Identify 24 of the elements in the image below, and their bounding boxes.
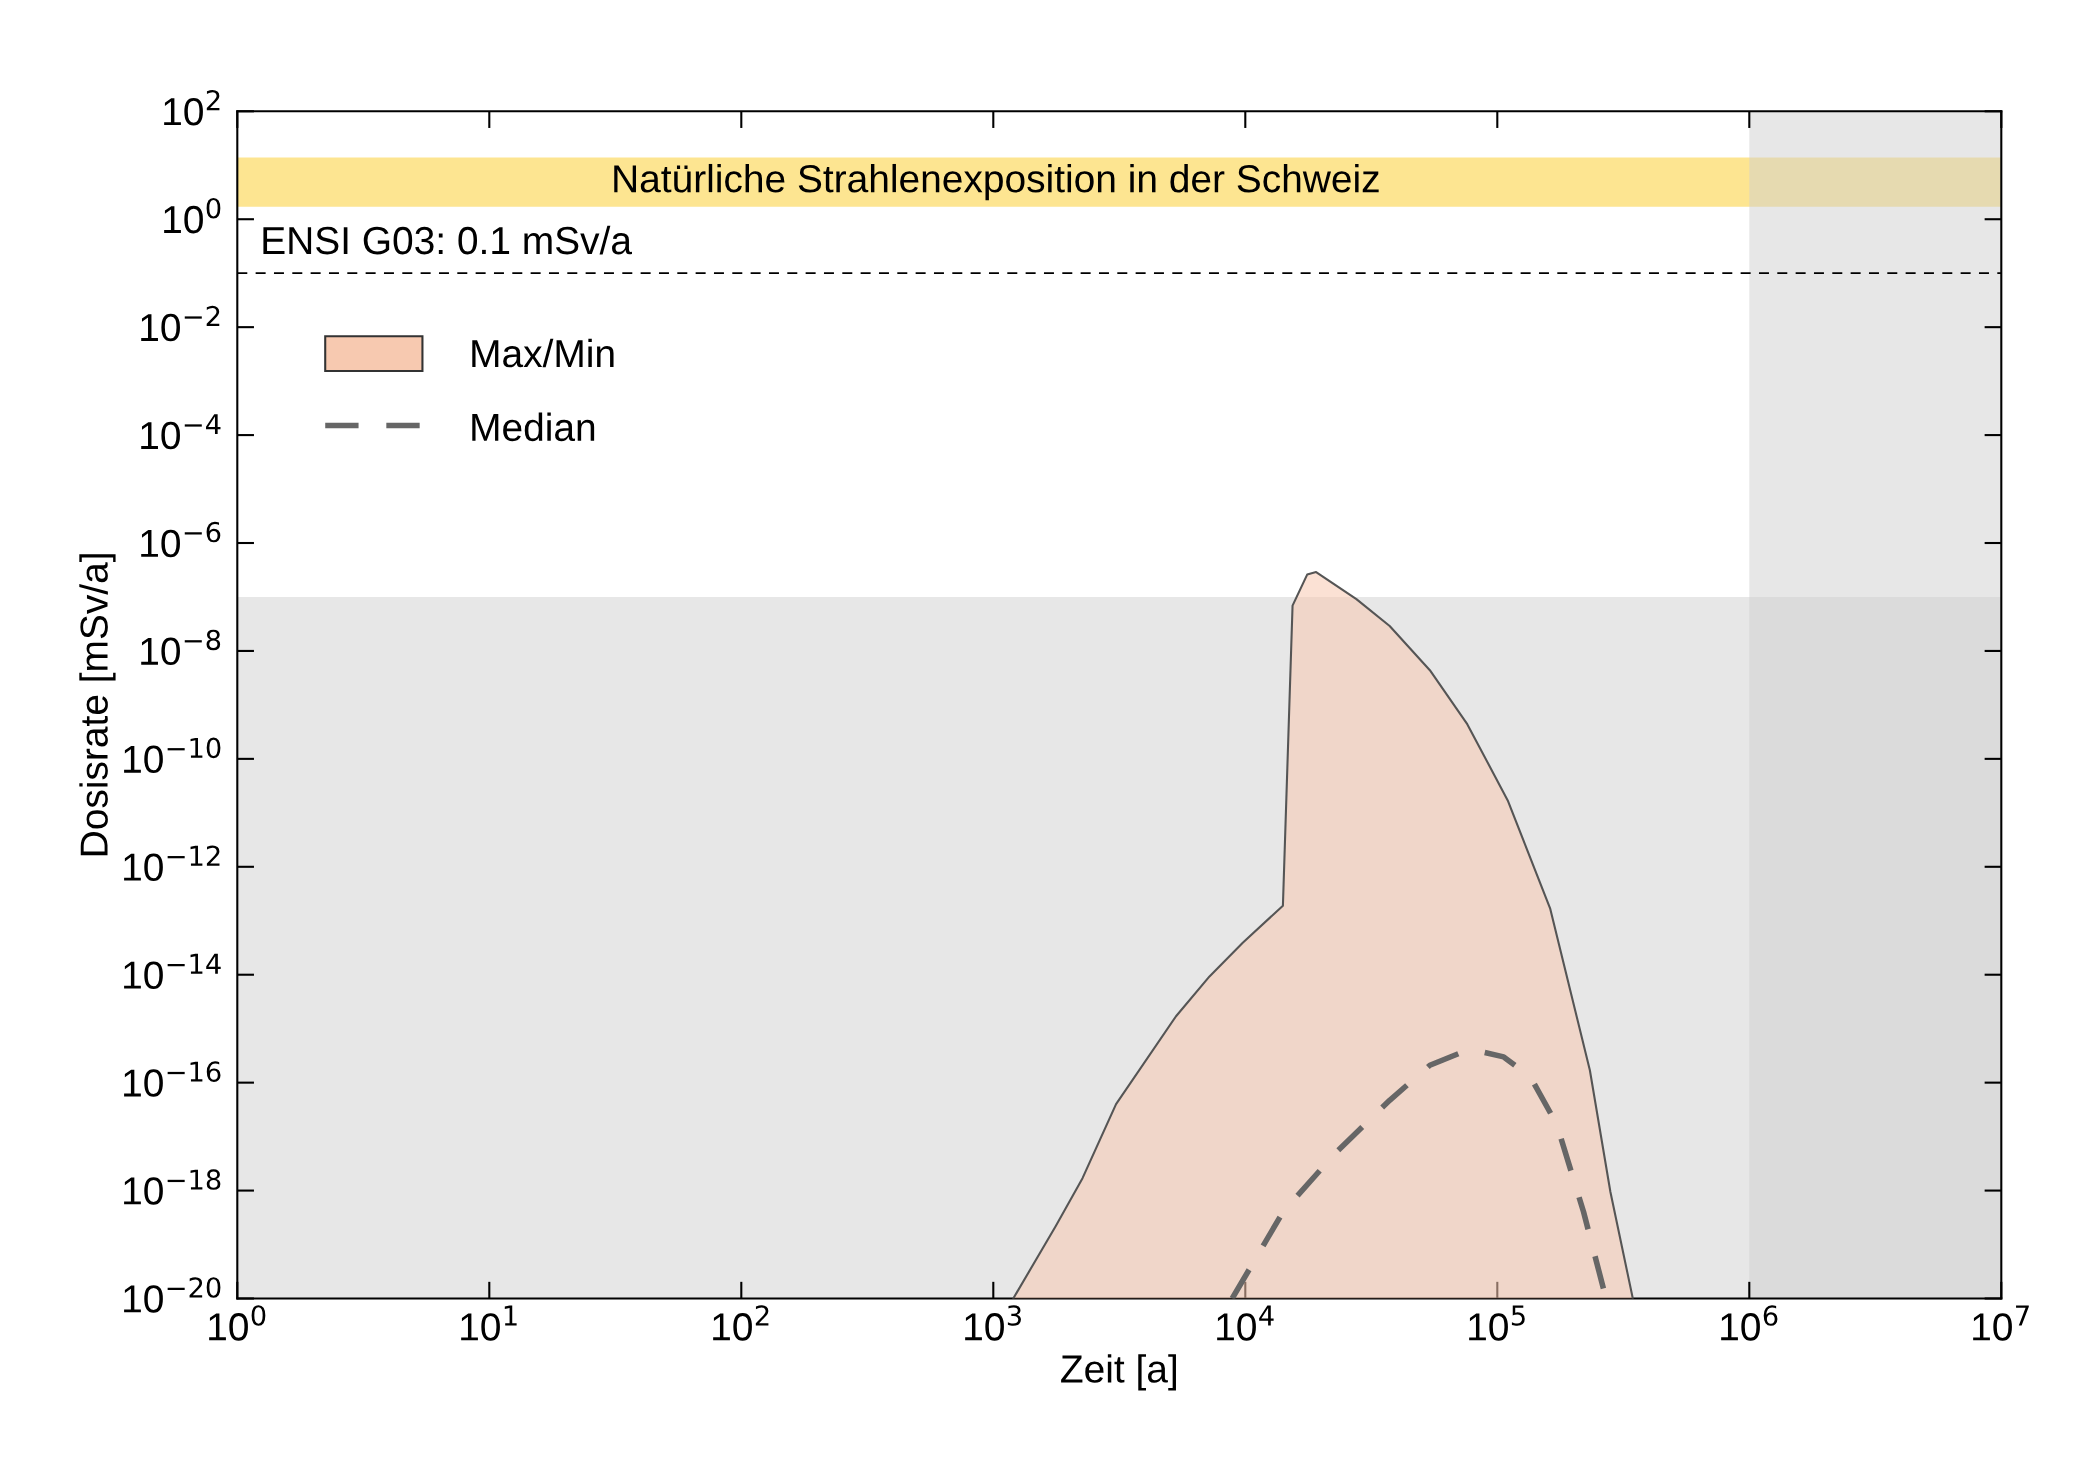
legend-label: ENSI G03: 0.1 mSv/a	[263, 225, 632, 255]
y-tick-label: 10$^{−14}$	[124, 953, 221, 989]
y-tick-label: 10$^{−8}$	[141, 629, 221, 666]
x-tick-label: 10$^{6}$	[1721, 1305, 1778, 1341]
x-tick-label: 10$^{7}$	[1973, 1305, 2029, 1341]
x-tick-label: 10$^{1}$	[461, 1305, 517, 1341]
y-tick-label: 10$^{−16}$	[124, 1061, 221, 1097]
x-tick-label: 10$^{3}$	[965, 1305, 1021, 1341]
y-tick-label: 10$^{−2}$	[141, 305, 220, 342]
legend-label: Median	[472, 412, 595, 442]
y-tick-label: 10$^{−18}$	[124, 1169, 221, 1205]
x-tick-label: 10$^{4}$	[1217, 1305, 1274, 1341]
y-axis-title: Dosisrate [mSv/a]	[79, 554, 116, 856]
y-tick-label: 10$^{0}$	[164, 197, 221, 234]
x-tick-label: 10$^{5}$	[1469, 1305, 1525, 1341]
x-tick-label: 10$^{2}$	[713, 1305, 769, 1341]
band-label: Natürliche Strahlenexposition in der Schweiz	[614, 163, 1379, 201]
y-tick-label: 10$^{−10}$	[124, 737, 221, 774]
y-tick-label: 10$^{−12}$	[124, 845, 220, 881]
y-tick-label: 10$^{−6}$	[141, 521, 221, 558]
y-tick-label: 10$^{2}$	[164, 90, 220, 126]
legend-label: Max/Min	[472, 338, 614, 368]
x-axis-title: Zeit [a]	[1061, 1354, 1176, 1391]
y-tick-label: 10$^{−4}$	[141, 414, 221, 450]
